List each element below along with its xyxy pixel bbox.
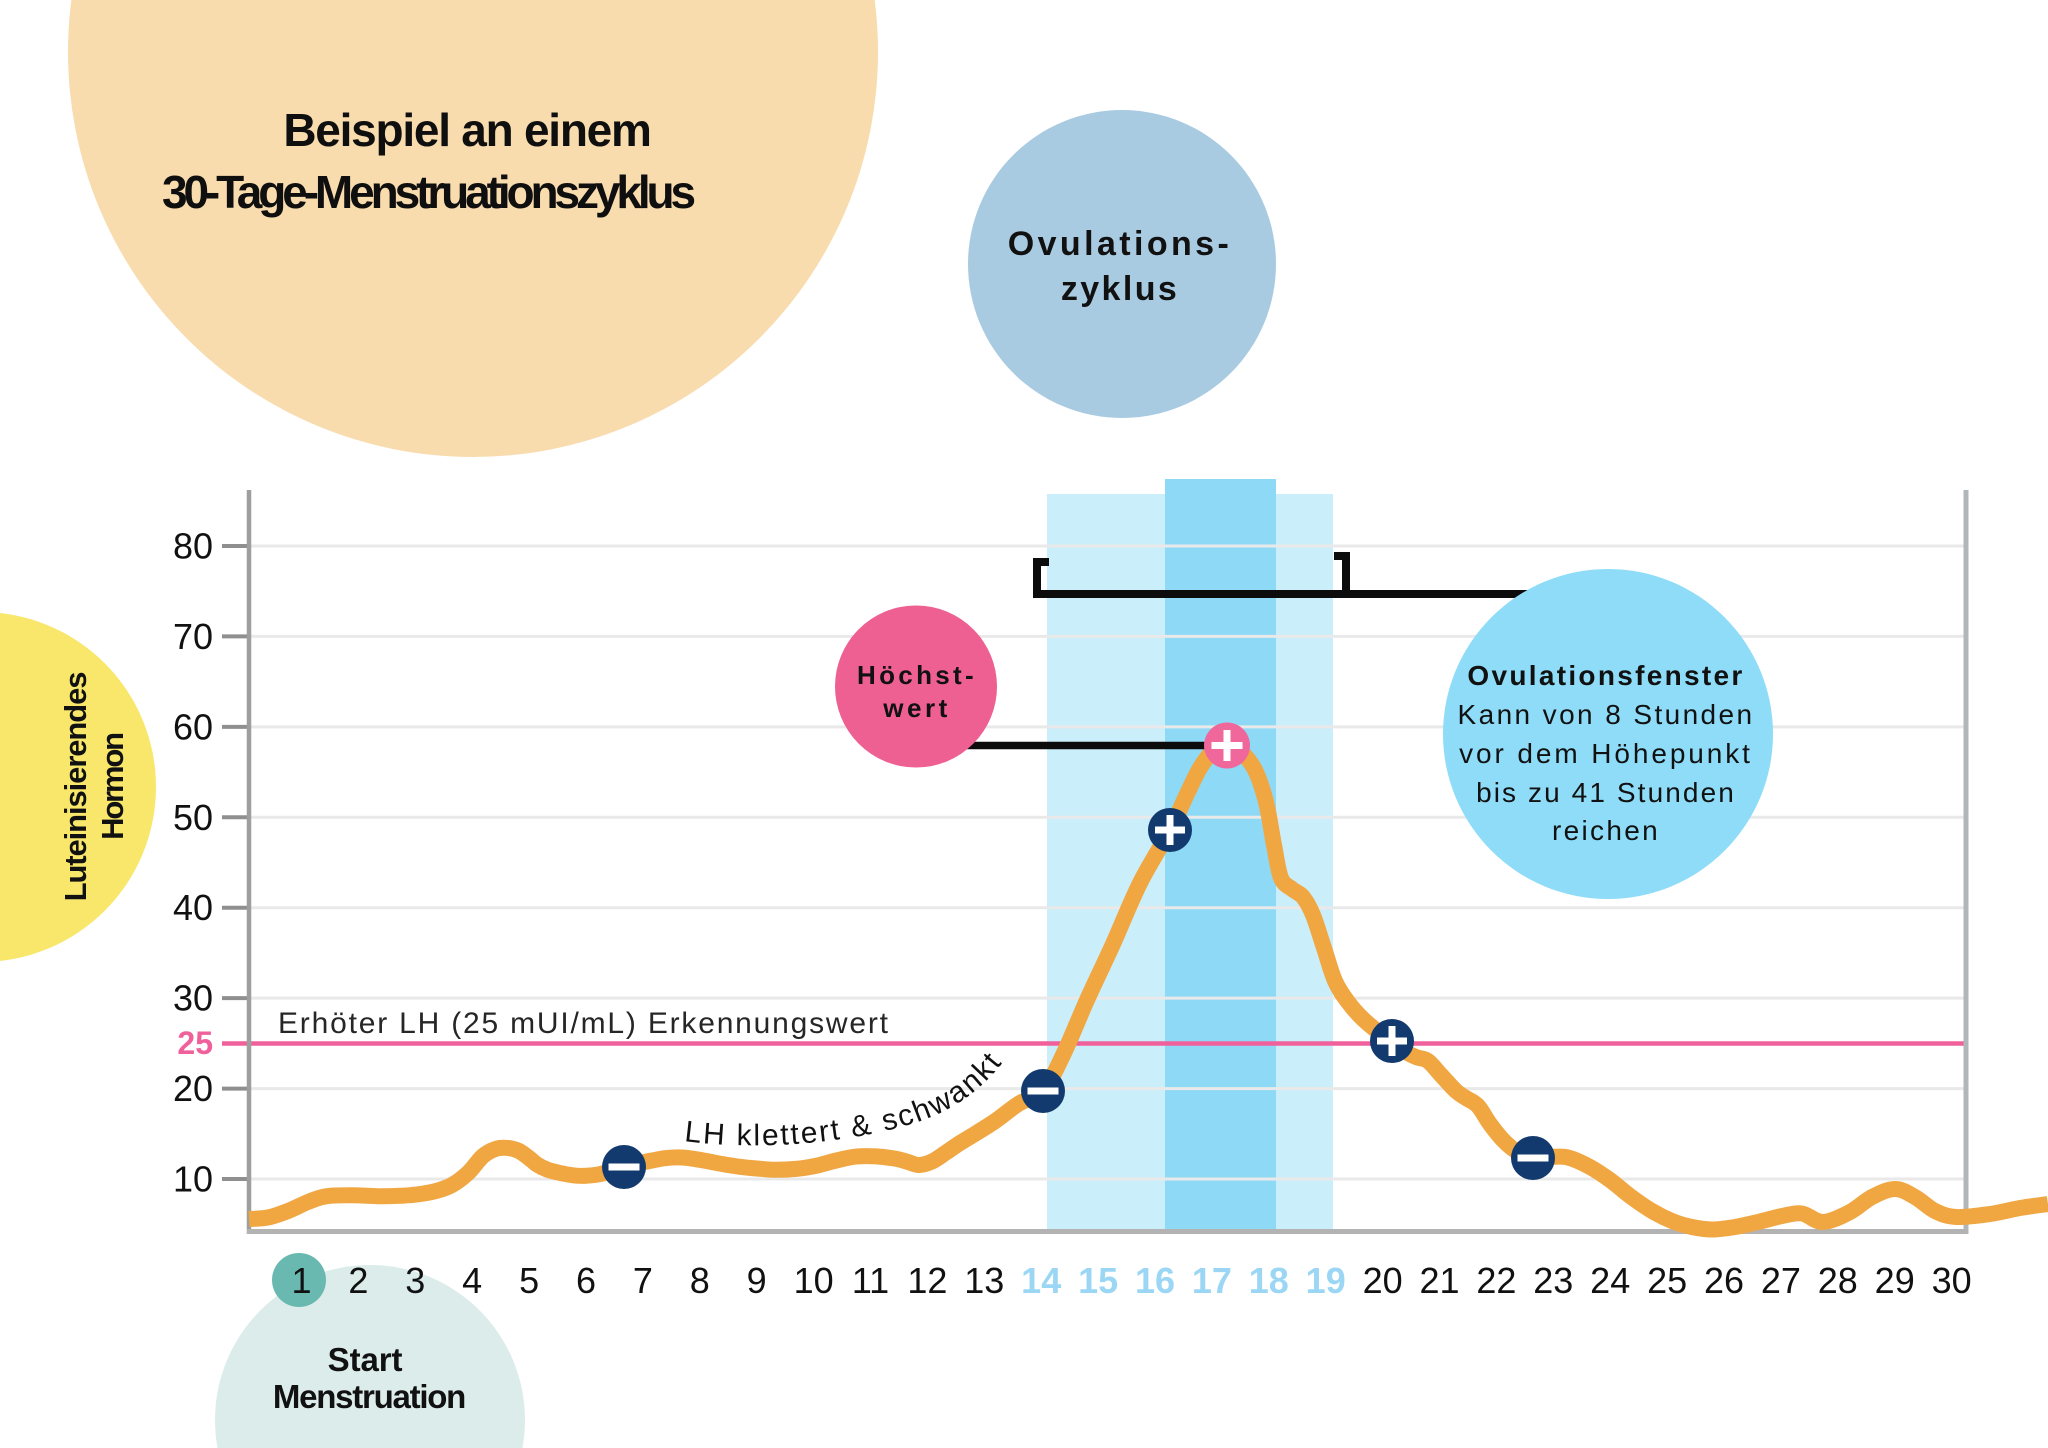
svg-text:21: 21	[1419, 1260, 1459, 1301]
svg-text:zyklus: zyklus	[1061, 270, 1179, 308]
svg-text:70: 70	[173, 616, 213, 657]
svg-text:23: 23	[1533, 1260, 1573, 1301]
svg-text:1: 1	[291, 1260, 311, 1301]
svg-text:22: 22	[1476, 1260, 1516, 1301]
svg-text:12: 12	[907, 1260, 947, 1301]
svg-text:6: 6	[576, 1260, 596, 1301]
svg-text:27: 27	[1761, 1260, 1801, 1301]
svg-text:8: 8	[690, 1260, 710, 1301]
svg-text:29: 29	[1875, 1260, 1915, 1301]
svg-text:Ovulations-: Ovulations-	[1008, 225, 1232, 263]
svg-text:reichen: reichen	[1552, 815, 1660, 846]
svg-text:vor dem Höhepunkt: vor dem Höhepunkt	[1459, 738, 1753, 769]
svg-text:26: 26	[1704, 1260, 1744, 1301]
svg-text:28: 28	[1818, 1260, 1858, 1301]
svg-text:20: 20	[173, 1068, 213, 1109]
svg-text:25: 25	[1647, 1260, 1687, 1301]
svg-text:9: 9	[747, 1260, 767, 1301]
svg-text:Menstruation: Menstruation	[273, 1378, 465, 1415]
svg-text:30-Tage-Menstruationszyklus: 30-Tage-Menstruationszyklus	[162, 166, 695, 218]
svg-text:40: 40	[173, 887, 213, 928]
svg-text:60: 60	[173, 706, 213, 747]
svg-text:30: 30	[173, 978, 213, 1019]
svg-text:Ovulationsfenster: Ovulationsfenster	[1467, 660, 1744, 691]
svg-text:18: 18	[1249, 1260, 1289, 1301]
svg-text:15: 15	[1078, 1260, 1118, 1301]
svg-text:Beispiel an einem: Beispiel an einem	[283, 104, 650, 156]
svg-text:bis zu 41 Stunden: bis zu 41 Stunden	[1476, 777, 1736, 808]
svg-text:20: 20	[1363, 1260, 1403, 1301]
svg-text:13: 13	[964, 1260, 1004, 1301]
svg-text:7: 7	[633, 1260, 653, 1301]
svg-text:30: 30	[1932, 1260, 1972, 1301]
svg-text:5: 5	[519, 1260, 539, 1301]
svg-text:10: 10	[173, 1159, 213, 1200]
svg-text:16: 16	[1135, 1260, 1175, 1301]
svg-text:Start: Start	[328, 1341, 403, 1378]
svg-text:80: 80	[173, 526, 213, 567]
svg-text:24: 24	[1590, 1260, 1630, 1301]
svg-text:19: 19	[1306, 1260, 1346, 1301]
svg-text:25: 25	[177, 1025, 213, 1061]
svg-text:11: 11	[852, 1260, 889, 1301]
svg-text:Luteinisierendes: Luteinisierendes	[58, 673, 93, 902]
svg-text:Hormon: Hormon	[95, 733, 130, 840]
svg-text:10: 10	[794, 1260, 834, 1301]
svg-text:wert: wert	[882, 693, 950, 723]
svg-text:2: 2	[348, 1260, 368, 1301]
svg-text:14: 14	[1021, 1260, 1061, 1301]
svg-text:Höchst-: Höchst-	[857, 660, 977, 690]
svg-text:17: 17	[1192, 1260, 1232, 1301]
svg-text:Kann von 8 Stunden: Kann von 8 Stunden	[1458, 699, 1755, 730]
svg-text:4: 4	[462, 1260, 482, 1301]
svg-text:Erhöter LH (25 mUI/mL) Erkennu: Erhöter LH (25 mUI/mL) Erkennungswert	[278, 1007, 890, 1040]
svg-text:50: 50	[173, 797, 213, 838]
svg-text:3: 3	[405, 1260, 425, 1301]
